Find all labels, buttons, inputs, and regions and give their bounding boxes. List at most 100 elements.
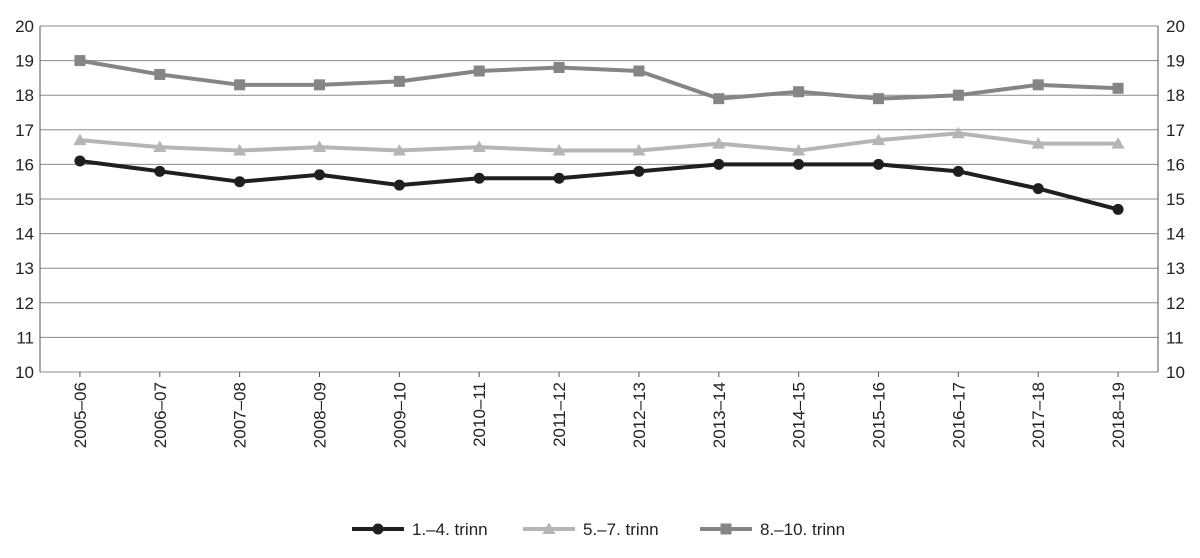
data-point <box>393 179 405 191</box>
data-point <box>542 522 556 534</box>
data-point <box>720 523 732 535</box>
x-tick-label: 2012–13 <box>630 382 649 448</box>
data-point <box>74 155 86 167</box>
x-tick-label: 2015–16 <box>870 382 889 448</box>
legend-item: 8.–10. trinn <box>700 520 845 539</box>
y-tick-label-left: 16 <box>15 155 34 174</box>
gridlines <box>40 25 1158 373</box>
y-tick-label-right: 19 <box>1166 52 1185 71</box>
x-tick-label: 2005–06 <box>71 382 90 448</box>
y-tick-label-left: 20 <box>15 17 34 36</box>
data-point <box>1112 203 1124 215</box>
data-point <box>713 93 725 105</box>
x-tick-label: 2006–07 <box>151 382 170 448</box>
y-tick-label-right: 13 <box>1166 259 1185 278</box>
data-point <box>234 176 246 188</box>
legend-label: 5.–7. trinn <box>583 520 659 539</box>
x-tick-label: 2014–15 <box>790 382 809 448</box>
legend: 1.–4. trinn 5.–7. trinn 8.–10. trinn <box>352 520 845 539</box>
series-line <box>79 131 1119 153</box>
y-tick-label-right: 15 <box>1166 190 1185 209</box>
data-point <box>154 68 166 80</box>
data-point <box>1111 137 1125 149</box>
data-point <box>873 158 884 170</box>
data-point <box>154 165 166 177</box>
series-3 <box>74 55 1124 105</box>
y-tick-label-right: 11 <box>1166 328 1184 347</box>
legend-item: 1.–4. trinn <box>352 520 488 539</box>
x-tick-label: 2011–12 <box>550 382 569 447</box>
data-point <box>871 133 886 146</box>
data-point <box>392 143 406 156</box>
data-point <box>234 79 246 91</box>
x-tick-label: 2007–08 <box>231 382 250 448</box>
series-line <box>79 158 1119 212</box>
data-point <box>233 143 247 156</box>
x-tick-label: 2008–09 <box>311 382 330 448</box>
legend-item: 5.–7. trinn <box>523 520 659 539</box>
data-point <box>314 79 325 91</box>
x-tick-label: 2017–18 <box>1029 382 1048 448</box>
data-point <box>952 89 964 101</box>
data-point <box>74 55 86 67</box>
data-point <box>1112 82 1124 94</box>
data-point <box>713 158 725 170</box>
data-point <box>314 169 325 181</box>
data-point <box>553 62 565 74</box>
y-tick-label-left: 18 <box>15 86 34 105</box>
data-point <box>792 143 806 156</box>
series-1 <box>74 155 1124 215</box>
series-line <box>79 58 1119 101</box>
y-tick-label-left: 12 <box>15 294 34 313</box>
y-axis-left: 10 11 12 13 14 15 16 17 18 19 20 <box>15 17 41 382</box>
data-point <box>952 165 964 177</box>
y-tick-label-left: 17 <box>15 121 34 140</box>
x-tick-label: 2009–10 <box>390 382 409 448</box>
x-tick-label: 2016–17 <box>949 382 968 448</box>
y-tick-label-right: 20 <box>1166 17 1185 36</box>
data-point <box>472 140 486 153</box>
y-tick-label-right: 14 <box>1166 225 1185 244</box>
legend-label: 1.–4. trinn <box>412 520 488 539</box>
y-axis-right: 10 11 12 13 14 15 16 17 18 19 20 <box>1157 17 1185 382</box>
data-point <box>1031 137 1045 149</box>
x-tick-label: 2010–11 <box>470 382 489 447</box>
data-point <box>633 65 645 77</box>
data-point <box>633 165 645 177</box>
series-2 <box>73 126 1125 156</box>
data-point <box>153 140 167 153</box>
data-point <box>712 137 726 149</box>
data-point <box>1032 79 1044 91</box>
data-point <box>552 143 566 156</box>
data-point <box>553 172 565 184</box>
y-tick-label-left: 11 <box>16 328 34 347</box>
data-point <box>73 133 87 146</box>
data-point <box>372 523 384 535</box>
y-tick-label-left: 15 <box>15 190 34 209</box>
legend-label: 8.–10. trinn <box>760 520 845 539</box>
x-axis: 2005–06 2006–07 2007–08 2008–09 2009–10 2010–… <box>71 372 1128 448</box>
data-point <box>312 140 327 153</box>
series-lines <box>73 55 1125 215</box>
y-tick-label-right: 17 <box>1166 121 1185 140</box>
x-tick-label: 2018–19 <box>1109 382 1128 448</box>
y-tick-label-left: 13 <box>15 259 34 278</box>
data-point <box>632 143 646 156</box>
y-tick-label-left: 19 <box>15 52 34 71</box>
data-point <box>793 158 805 170</box>
data-point <box>473 172 485 184</box>
data-point <box>873 93 884 105</box>
x-tick-label: 2013–14 <box>710 382 729 448</box>
y-tick-label-right: 18 <box>1166 86 1185 105</box>
y-tick-label-left: 10 <box>15 363 34 382</box>
data-point <box>473 65 485 77</box>
data-point <box>393 75 405 87</box>
y-tick-label-right: 12 <box>1166 294 1185 313</box>
data-point <box>1032 183 1044 195</box>
y-tick-label-right: 16 <box>1166 155 1185 174</box>
y-tick-label-right: 10 <box>1166 363 1185 382</box>
y-tick-label-left: 14 <box>15 225 34 244</box>
data-point <box>951 126 965 139</box>
data-point <box>793 86 805 98</box>
